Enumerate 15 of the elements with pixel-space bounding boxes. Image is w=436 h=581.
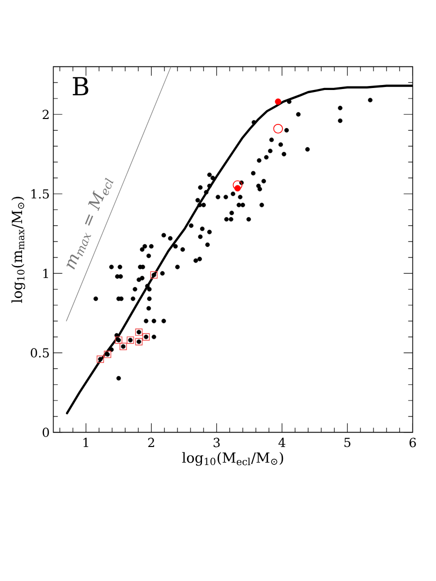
- y-tick-label: 1.5: [31, 189, 49, 199]
- x-tick-label: 3: [214, 438, 220, 448]
- x-tick-label: 6: [410, 438, 416, 448]
- annotation: B: [72, 77, 88, 96]
- y-tick-label: 0.5: [30, 348, 49, 358]
- y-tick-label: 1: [43, 268, 48, 278]
- x-tick-label: 4: [278, 438, 286, 448]
- text: m$_{max}$ = M$_{ecl}$: [66, 178, 114, 270]
- x-tick-label: 2: [148, 438, 154, 448]
- y-tick-label: 0: [42, 428, 49, 438]
- y-axis-title: log$_{10}$(m$_{max}$/M$_{⊙}$): [11, 196, 26, 303]
- y-tick-label: 2: [42, 110, 49, 120]
- x-tick-label: 1: [84, 438, 88, 448]
- x-axis-title: log$_{10}$(M$_{ecl}$/M$_{⊙}$): [182, 452, 284, 466]
- x-tick-label: 5: [344, 438, 350, 448]
